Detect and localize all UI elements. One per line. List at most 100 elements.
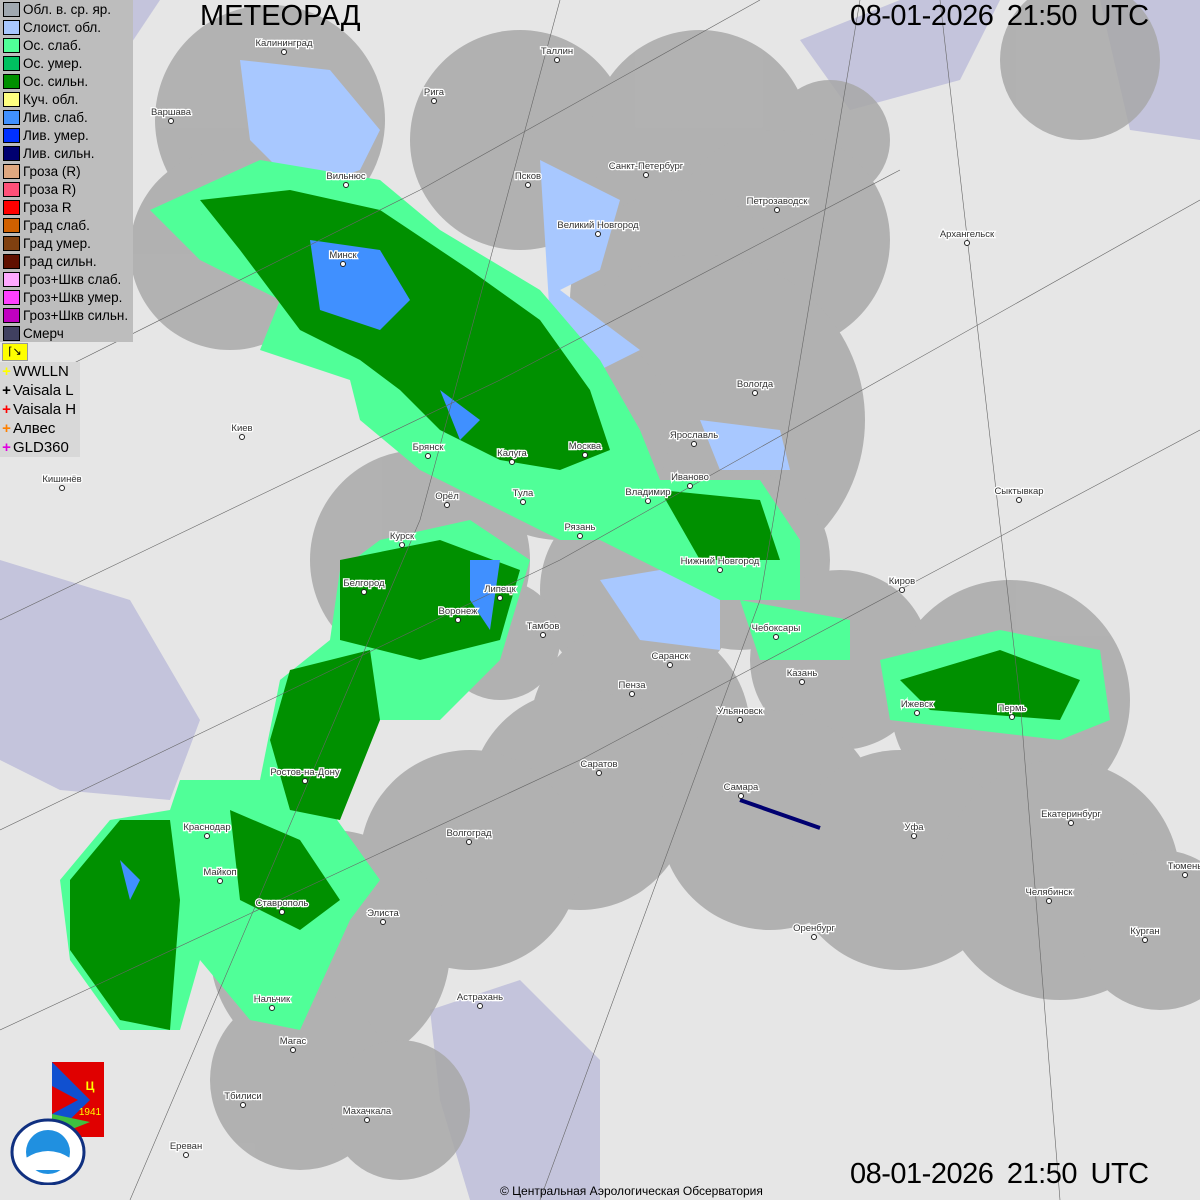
city-dot bbox=[629, 691, 635, 697]
city-dot bbox=[302, 778, 308, 784]
city-label: Ульяновск bbox=[717, 706, 763, 717]
city-label: Рига bbox=[424, 87, 445, 98]
city-marker: Архангельск bbox=[939, 228, 996, 246]
city-label: Рязань bbox=[564, 522, 595, 533]
city-label: Калуга bbox=[497, 448, 527, 459]
city-label: Краснодар bbox=[183, 822, 230, 833]
city-dot bbox=[279, 909, 285, 915]
legend-item: Ос. умер. bbox=[0, 54, 133, 72]
legend-swatch bbox=[3, 253, 20, 269]
legend-label: Лив. умер. bbox=[23, 127, 89, 143]
city-label: Варшава bbox=[151, 107, 192, 118]
legend-swatch bbox=[3, 181, 20, 197]
city-label: Курск bbox=[390, 531, 415, 542]
city-marker: Нижний Новгород bbox=[679, 555, 761, 573]
legend-swatch bbox=[3, 217, 20, 233]
city-marker: Воронеж bbox=[437, 605, 479, 623]
city-dot bbox=[737, 717, 743, 723]
legend-item: Гроз+Шкв слаб. bbox=[0, 270, 133, 288]
radar-circle bbox=[1000, 0, 1160, 140]
copyright: © Центральная Аэрологическая Обсерватори… bbox=[500, 1184, 763, 1198]
city-marker: Киев bbox=[230, 422, 254, 440]
city-label: Иваново bbox=[671, 472, 709, 483]
precipitation-echoes bbox=[60, 60, 1110, 1030]
city-marker: Махачкала bbox=[342, 1105, 393, 1123]
city-marker: Белгород bbox=[342, 577, 386, 595]
legend-label: Гроза R) bbox=[23, 181, 77, 197]
city-label: Тюмень bbox=[1168, 861, 1200, 872]
roshydromet-logo: Ц 1941 bbox=[10, 1062, 104, 1185]
city-marker: Пенза bbox=[617, 679, 647, 697]
legend-swatch bbox=[3, 145, 20, 161]
legend-item: Смерч bbox=[0, 324, 133, 342]
city-label: Ставрополь bbox=[256, 898, 309, 909]
city-marker: Минск bbox=[328, 249, 359, 267]
legend-label: Гроза (R) bbox=[23, 163, 81, 179]
legend-swatch bbox=[3, 163, 20, 179]
city-dot bbox=[667, 662, 673, 668]
city-label: Сыктывкар bbox=[994, 486, 1043, 497]
legend-item: Куч. обл. bbox=[0, 90, 133, 108]
lightning-legend: + WWLLN + Vaisala L + Vaisala H + Алвес + GLD360 bbox=[0, 362, 81, 457]
city-dot bbox=[964, 240, 970, 246]
svg-text:1941: 1941 bbox=[79, 1107, 102, 1118]
city-label: Владимир bbox=[625, 487, 670, 498]
city-dot bbox=[269, 1005, 275, 1011]
city-marker: Брянск bbox=[411, 441, 445, 459]
city-dot bbox=[1068, 820, 1074, 826]
legend-item: Гроза R bbox=[0, 198, 133, 216]
city-dot bbox=[752, 390, 758, 396]
legend-item: Слоист. обл. bbox=[0, 18, 133, 36]
lightning-network-item: + WWLLN bbox=[0, 362, 76, 381]
city-marker: Сыктывкар bbox=[993, 485, 1045, 503]
city-label: Вологда bbox=[737, 379, 774, 390]
city-label: Саранск bbox=[652, 651, 690, 662]
city-dot bbox=[1142, 937, 1148, 943]
lightning-cross-icon: + bbox=[2, 401, 11, 418]
city-dot bbox=[1046, 898, 1052, 904]
city-label: Челябинск bbox=[1026, 887, 1074, 898]
lightning-toggle-button[interactable]: ⌈↘ bbox=[2, 343, 28, 361]
city-dot bbox=[811, 934, 817, 940]
city-label: Кишинёв bbox=[42, 474, 81, 485]
city-dot bbox=[340, 261, 346, 267]
lightning-cross-icon: + bbox=[2, 420, 11, 437]
city-dot bbox=[540, 632, 546, 638]
city-marker: Курган bbox=[1129, 925, 1161, 943]
city-label: Уфа bbox=[904, 822, 924, 833]
city-label: Пермь bbox=[998, 703, 1027, 714]
city-dot bbox=[914, 710, 920, 716]
city-marker: Курск bbox=[389, 530, 416, 548]
lightning-label: Vaisala L bbox=[13, 382, 74, 399]
city-dot bbox=[183, 1152, 189, 1158]
city-label: Орёл bbox=[435, 491, 459, 502]
lightning-network-item: + Vaisala L bbox=[0, 381, 76, 400]
city-dot bbox=[1016, 497, 1022, 503]
legend-label: Лив. слаб. bbox=[23, 109, 88, 125]
city-dot bbox=[497, 595, 503, 601]
city-marker: Калуга bbox=[496, 447, 529, 465]
city-marker: Ульяновск bbox=[716, 705, 765, 723]
city-marker: Таллин bbox=[540, 45, 574, 63]
city-dot bbox=[738, 793, 744, 799]
city-dot bbox=[1009, 714, 1015, 720]
city-label: Ижевск bbox=[901, 699, 934, 710]
legend-label: Куч. обл. bbox=[23, 91, 79, 107]
city-label: Таллин bbox=[541, 46, 573, 57]
city-marker: Краснодар bbox=[182, 821, 232, 839]
city-label: Майкоп bbox=[203, 867, 236, 878]
city-dot bbox=[343, 182, 349, 188]
legend-label: Град сильн. bbox=[23, 253, 97, 269]
city-label: Вильнюс bbox=[326, 171, 366, 182]
city-marker: Тамбов bbox=[525, 620, 561, 638]
legend-item: Гроза (R) bbox=[0, 162, 133, 180]
city-dot bbox=[399, 542, 405, 548]
legend-item: Лив. слаб. bbox=[0, 108, 133, 126]
city-label: Тула bbox=[513, 488, 534, 499]
city-dot bbox=[444, 502, 450, 508]
legend-swatch bbox=[3, 127, 20, 143]
city-label: Великий Новгород bbox=[557, 220, 639, 231]
legend-swatch bbox=[3, 307, 20, 323]
